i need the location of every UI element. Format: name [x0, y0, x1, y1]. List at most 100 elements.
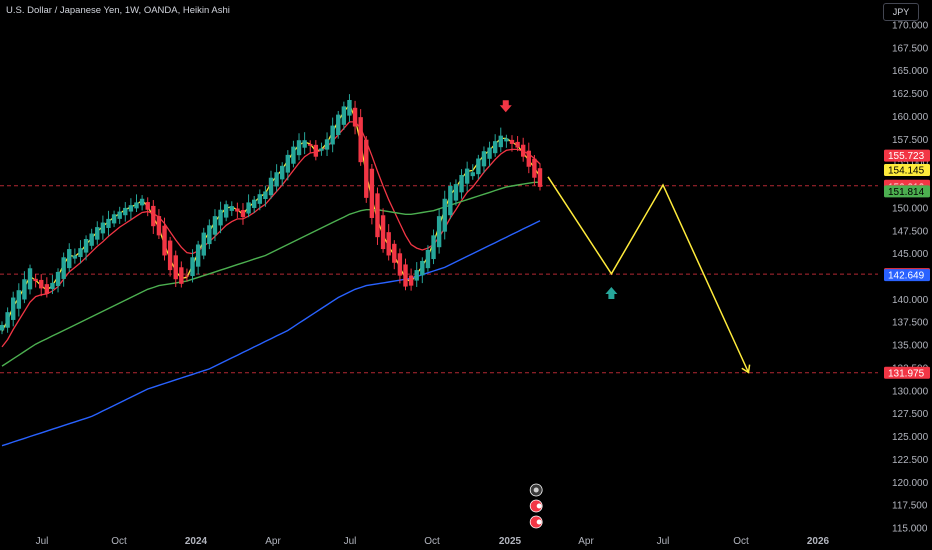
candle-body — [151, 205, 156, 227]
projection-line — [547, 176, 750, 373]
candle-body — [420, 260, 425, 276]
price-badge-label: 142.649 — [888, 271, 925, 282]
candle-body — [442, 198, 447, 232]
economic-event-icon[interactable] — [529, 499, 543, 513]
candle-body — [453, 184, 459, 201]
y-tick-label: 150.000 — [892, 203, 929, 214]
projection-path — [547, 176, 751, 374]
candle-body — [526, 150, 531, 167]
candle-body — [67, 249, 72, 269]
economic-event-icon[interactable] — [529, 515, 543, 529]
candle-body — [139, 198, 145, 206]
y-tick-label: 125.000 — [892, 432, 929, 443]
y-tick-label: 165.000 — [892, 66, 929, 77]
candle-body — [218, 209, 223, 226]
candle-body — [78, 248, 83, 258]
candle-body — [16, 290, 22, 309]
event-icon-dot — [533, 487, 539, 493]
candle-body — [106, 218, 111, 228]
y-tick-label: 167.500 — [892, 43, 929, 54]
candle-body — [403, 264, 408, 287]
candle-body — [61, 257, 66, 279]
candle-body — [532, 158, 537, 178]
candle-body — [436, 216, 442, 248]
candle-body — [123, 207, 128, 216]
moving-averages — [1, 103, 541, 447]
candle-body — [515, 141, 520, 148]
candle-body — [358, 117, 363, 163]
candle-body — [336, 114, 341, 136]
candle-body — [392, 243, 397, 263]
candle-body — [498, 135, 503, 148]
candle-body — [100, 222, 106, 234]
candle-body — [537, 168, 543, 187]
x-tick-label: Jul — [657, 536, 670, 547]
candle-body — [313, 144, 319, 157]
candle-body — [246, 202, 251, 214]
candle-body — [190, 257, 195, 277]
candle-body — [195, 244, 201, 267]
candle-body — [55, 271, 61, 286]
candle-body — [341, 106, 347, 125]
candle-body — [72, 255, 78, 259]
candle-body — [117, 211, 122, 219]
candle-body — [386, 232, 391, 256]
candle-body — [27, 268, 33, 290]
candle-body — [251, 199, 257, 208]
event-icon-dot — [536, 519, 542, 525]
candle-body — [352, 107, 358, 127]
candle-body — [179, 267, 184, 284]
time-axis[interactable]: Jul Oct 2024 Apr Jul Oct 2025 Apr Jul Oct 2026 — [36, 536, 830, 547]
candle-body — [470, 172, 475, 177]
candle-body — [207, 225, 212, 245]
candle-body — [504, 138, 509, 142]
y-tick-label: 147.500 — [892, 226, 929, 237]
candle-body — [212, 216, 218, 235]
signal-markers — [499, 100, 618, 300]
candle-body — [274, 172, 279, 187]
candle-body — [50, 282, 55, 290]
candle-body — [257, 194, 262, 204]
candle-body — [11, 297, 16, 320]
price-axis[interactable]: 115.000 117.500 120.000 122.500 125.000 127.5… — [892, 21, 929, 535]
candle-body — [324, 139, 330, 150]
ma-line-1 — [1, 121, 541, 348]
event-icons[interactable] — [529, 483, 543, 529]
candle-body — [291, 146, 296, 164]
y-tick-label: 117.500 — [892, 501, 928, 512]
candle-body — [162, 225, 167, 256]
candle-body — [296, 140, 302, 156]
price-badge — [884, 269, 930, 282]
candle-body — [223, 204, 229, 218]
candle-body — [5, 312, 10, 328]
y-tick-label: 122.500 — [892, 455, 929, 466]
candlesticks — [0, 94, 543, 335]
event-icon-dot — [536, 503, 542, 509]
ma-line-0 — [1, 103, 541, 332]
price-badge-label: 151.814 — [888, 187, 925, 198]
candle-body — [89, 233, 94, 246]
y-tick-label: 160.000 — [892, 112, 929, 123]
up-arrow-icon — [605, 287, 618, 300]
y-tick-label: 170.000 — [892, 21, 929, 32]
price-badge-label: 155.723 — [888, 151, 925, 162]
candle-body — [375, 193, 380, 238]
candle-body — [285, 154, 291, 173]
projection-arrowhead — [741, 364, 751, 374]
candle-body — [520, 144, 526, 157]
candle-body — [459, 174, 464, 193]
currency-button[interactable]: JPY — [883, 3, 919, 21]
candle-body — [397, 253, 403, 276]
price-badge — [884, 366, 930, 379]
price-badge — [884, 164, 930, 177]
candle-body — [22, 279, 27, 300]
candle-body — [448, 185, 453, 216]
candle-body — [464, 168, 470, 184]
candle-body — [173, 255, 178, 280]
x-tick-label: Jul — [344, 536, 357, 547]
y-tick-label: 115.000 — [892, 524, 928, 535]
x-tick-label: Jul — [36, 536, 49, 547]
candle-body — [280, 165, 285, 180]
candle-body — [156, 216, 162, 236]
